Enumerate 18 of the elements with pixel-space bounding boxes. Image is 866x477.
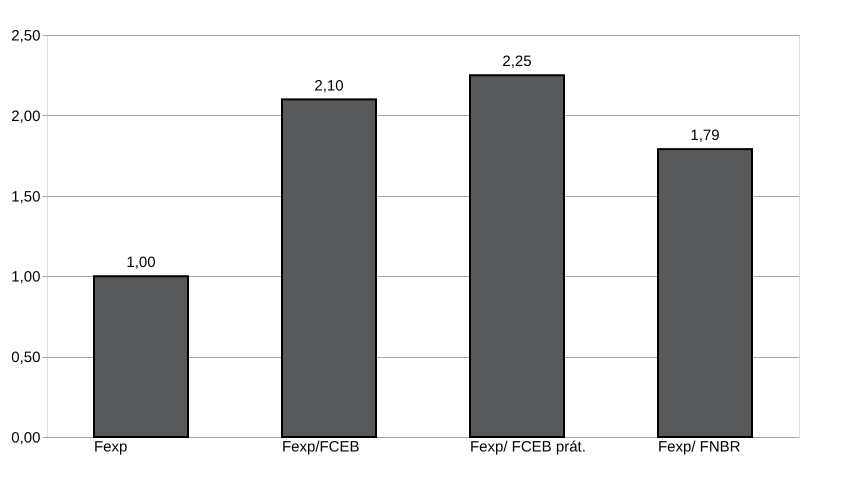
bar (93, 275, 189, 438)
y-tick-label: 1,00 (11, 268, 40, 286)
x-tick-label: Fexp/ FNBR (658, 438, 741, 456)
x-tick-label: Fexp/ FCEB prát. (470, 438, 586, 456)
data-label: 1,00 (126, 254, 156, 272)
x-tick-label: Fexp/FCEB (282, 438, 360, 456)
x-tick-label: Fexp (94, 438, 128, 456)
data-label: 2,10 (314, 77, 344, 94)
y-tick-label: 0,50 (11, 349, 40, 366)
bar (657, 148, 753, 438)
y-tick-label: 1,50 (11, 188, 40, 206)
y-tick-label: 2,50 (11, 28, 40, 44)
y-tick-label: 2,00 (11, 108, 40, 125)
bar (469, 74, 565, 438)
y-tick-label: 0,00 (11, 430, 40, 446)
data-label: 1,79 (690, 127, 720, 144)
data-label: 2,25 (502, 53, 532, 70)
bar (281, 98, 377, 438)
